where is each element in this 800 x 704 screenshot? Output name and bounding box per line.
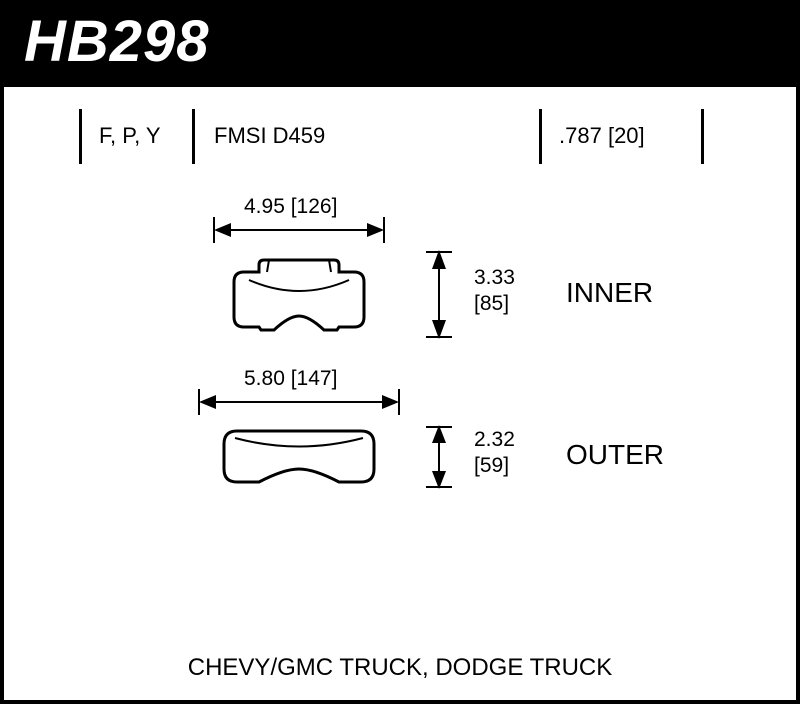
outer-width-in: 5.80 xyxy=(244,367,285,390)
tick xyxy=(539,109,542,164)
header-bar: HB298 xyxy=(0,0,800,87)
inner-width-label: 4.95 [126] xyxy=(244,195,337,219)
inner-height-in: 3.33 xyxy=(474,266,515,289)
inner-width-mm: [126] xyxy=(291,195,338,218)
outer-pad-shape xyxy=(219,425,379,488)
fmsi-text: FMSI D459 xyxy=(214,123,325,149)
inner-outline xyxy=(234,260,364,330)
thickness-text: .787 [20] xyxy=(559,123,645,149)
diagram-frame: F, P, Y FMSI D459 .787 [20] 4.95 [126] xyxy=(0,87,800,704)
outer-height-dim xyxy=(424,422,454,492)
tick xyxy=(192,109,195,164)
outer-width-dim xyxy=(194,387,404,417)
tick xyxy=(79,109,82,164)
tick xyxy=(701,109,704,164)
inner-label: INNER xyxy=(566,277,653,309)
inner-width-in: 4.95 xyxy=(244,195,285,218)
outer-outline xyxy=(224,431,374,482)
outer-width-label: 5.80 [147] xyxy=(244,367,337,391)
inner-width-dim xyxy=(209,215,389,245)
thickness-in: .787 xyxy=(559,123,602,148)
outer-height-mm: [59] xyxy=(474,454,509,477)
outer-label: OUTER xyxy=(566,439,664,471)
inner-height-label: 3.33 [85] xyxy=(474,265,515,318)
outer-width-mm: [147] xyxy=(291,367,338,390)
info-row: F, P, Y FMSI D459 .787 [20] xyxy=(4,117,796,177)
inner-pad-shape xyxy=(229,252,369,337)
footer-applications: CHEVY/GMC TRUCK, DODGE TRUCK xyxy=(4,654,796,682)
part-number: HB298 xyxy=(24,9,210,74)
codes-text: F, P, Y xyxy=(99,123,161,149)
inner-height-dim xyxy=(424,247,454,342)
thickness-mm: [20] xyxy=(608,123,645,148)
outer-height-label: 2.32 [59] xyxy=(474,427,515,480)
inner-height-mm: [85] xyxy=(474,292,509,315)
outer-height-in: 2.32 xyxy=(474,428,515,451)
